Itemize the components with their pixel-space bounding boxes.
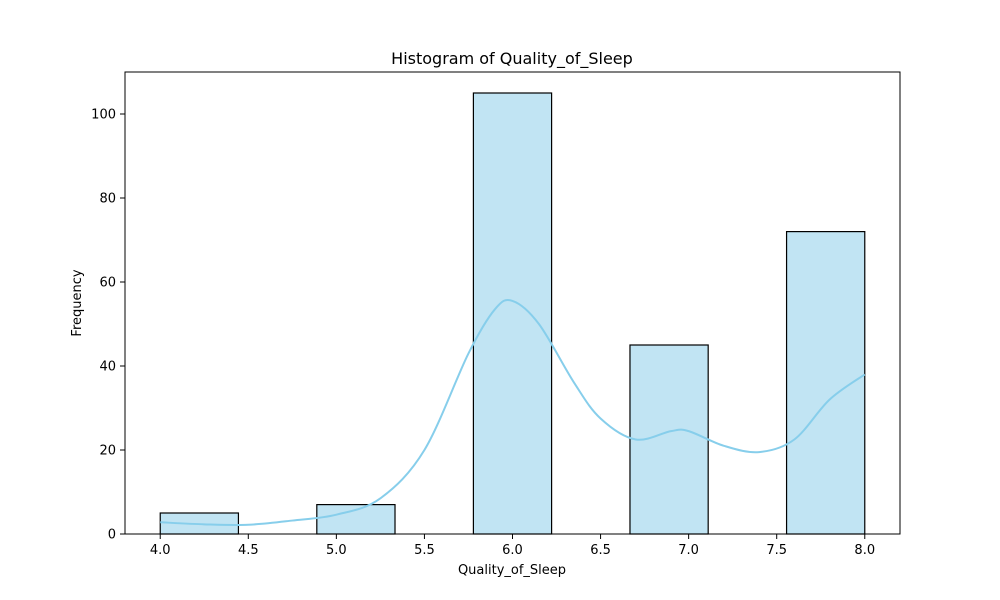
y-axis: 0 20 40 60 80 100	[91, 108, 125, 543]
y-tick-label: 20	[99, 444, 116, 459]
y-axis-label: Frequency	[70, 269, 85, 336]
kde-curve	[160, 298, 866, 527]
x-axis-label: Quality_of_Sleep	[458, 563, 566, 578]
x-tick-label: 7.5	[766, 543, 787, 558]
x-tick-label: 6.0	[502, 543, 523, 558]
y-tick-label: 60	[99, 276, 116, 291]
y-tick-label: 80	[99, 192, 116, 207]
x-tick-label: 4.5	[238, 543, 259, 558]
x-tick-label: 7.0	[678, 543, 699, 558]
x-tick-label: 6.5	[590, 543, 611, 558]
x-tick-label: 4.0	[150, 543, 171, 558]
chart-title: Histogram of Quality_of_Sleep	[391, 49, 633, 69]
x-tick-label: 5.0	[326, 543, 347, 558]
x-tick-label: 5.5	[414, 543, 435, 558]
x-tick-label: 8.0	[854, 543, 875, 558]
y-tick-label: 100	[91, 108, 116, 123]
histogram-bar-2	[472, 92, 553, 535]
kde-layer	[160, 298, 866, 527]
y-tick-label: 40	[99, 360, 116, 375]
bars-layer	[159, 92, 866, 535]
y-tick-label: 0	[108, 528, 116, 543]
x-axis: 4.0 4.5 5.0 5.5 6.0 6.5 7.0 7.5 8.0	[150, 534, 875, 558]
